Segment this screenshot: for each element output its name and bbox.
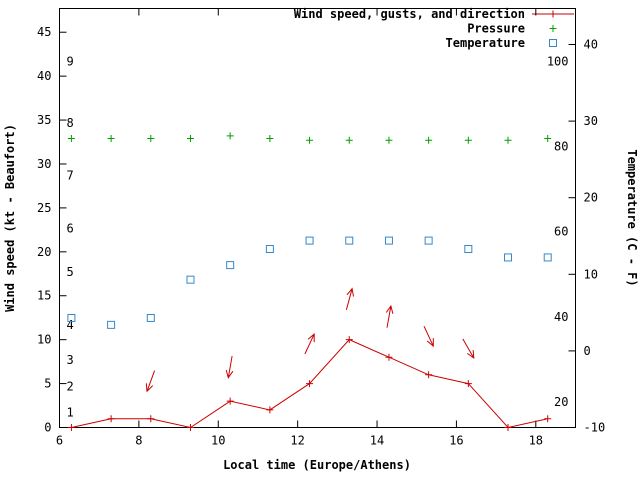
y-right-tick-label: -10 — [584, 421, 606, 435]
wind-direction-arrow — [423, 325, 434, 348]
wind-direction-arrow — [385, 304, 394, 328]
pressure-point — [107, 135, 115, 143]
pressure-point — [425, 136, 433, 144]
temperature-point — [265, 245, 274, 254]
y-left-axis-title: Wind speed (kt - Beaufort) — [3, 124, 17, 312]
fahrenheit-scale-label: 20 — [554, 395, 568, 409]
temperature-point — [67, 313, 76, 322]
wind-direction-arrow — [345, 287, 354, 311]
wind_speed-point — [385, 353, 393, 361]
temperature-point — [464, 245, 473, 254]
temperature-point — [146, 313, 155, 322]
x-tick-label: 12 — [290, 434, 304, 448]
wind_speed-point — [464, 380, 472, 388]
wind_speed-point — [504, 424, 512, 431]
temperature-point — [107, 320, 116, 329]
pressure-point — [385, 136, 393, 144]
temperature-point — [226, 261, 235, 270]
y-left-tick-label: 45 — [37, 25, 51, 39]
temperature-point — [504, 253, 513, 262]
y-right-tick-label: 0 — [584, 344, 591, 358]
x-tick-label: 10 — [211, 434, 225, 448]
plot-area: 6 8 10 12 14 16 18051015202530354045-100102030… — [37, 8, 606, 448]
legend-samples — [532, 10, 574, 47]
beaufort-scale-label: 5 — [67, 265, 74, 279]
y-right-tick-label: 20 — [584, 191, 598, 205]
temperature-point — [384, 236, 393, 245]
wind-direction-arrow — [462, 338, 475, 360]
y-right-tick-label: 10 — [584, 267, 598, 281]
fahrenheit-scale-label: 40 — [554, 310, 568, 324]
x-axis-title: Local time (Europe/Athens) — [223, 458, 411, 472]
y-left-tick-label: 40 — [37, 69, 51, 83]
y-left-tick-label: 0 — [44, 421, 51, 435]
y-left-tick-label: 5 — [44, 377, 51, 391]
pressure-point — [266, 135, 274, 143]
y-left-tick-label: 20 — [37, 245, 51, 259]
temperature-point — [186, 275, 195, 284]
legend: Wind speed, gusts, and direction Pressur… — [294, 7, 574, 50]
beaufort-scale-label: 1 — [67, 406, 74, 420]
wind_speed-point — [306, 380, 314, 388]
beaufort-scale-label: 2 — [67, 379, 74, 393]
fahrenheit-scale-label: 80 — [554, 139, 568, 153]
beaufort-scale-label: 6 — [67, 221, 74, 235]
pressure-point — [544, 135, 552, 143]
x-tick-label: 8 — [135, 434, 142, 448]
wind_speed-point — [67, 424, 75, 431]
y-left-tick-label: 30 — [37, 157, 51, 171]
pressure-point — [504, 136, 512, 144]
legend-label-pressure: Pressure — [467, 22, 525, 36]
x-tick-label: 14 — [370, 434, 384, 448]
wind_speed-point — [147, 415, 155, 423]
y-left-tick-label: 15 — [37, 289, 51, 303]
pressure-point — [345, 136, 353, 144]
wind_speed-point — [186, 424, 194, 431]
temperature-point — [543, 253, 552, 262]
plot-border — [59, 8, 576, 428]
beaufort-scale-label: 3 — [67, 353, 74, 367]
fahrenheit-scale-label: 100 — [547, 54, 569, 68]
temperature-point — [305, 236, 314, 245]
wind-direction-arrow — [225, 356, 234, 379]
fahrenheit-scale-label: 60 — [554, 224, 568, 238]
y-left-tick-label: 10 — [37, 333, 51, 347]
pressure-point — [67, 135, 75, 143]
legend-sample-wind-marker — [549, 10, 557, 18]
y-right-tick-label: 30 — [584, 114, 598, 128]
legend-sample-temperature-marker — [549, 39, 557, 47]
wind_speed-point — [425, 371, 433, 379]
y-right-tick-label: 40 — [584, 38, 598, 52]
pressure-point — [186, 135, 194, 143]
x-tick-label: 16 — [449, 434, 463, 448]
legend-sample-pressure-marker — [549, 25, 557, 32]
wind_speed-point — [266, 406, 274, 414]
x-tick-label: 18 — [529, 434, 543, 448]
pressure-point — [464, 136, 472, 144]
y-right-axis-title: Temperature (C - F) — [625, 149, 639, 286]
pressure-point — [226, 132, 234, 140]
temperature-point — [424, 236, 433, 245]
beaufort-scale-label: 7 — [67, 169, 74, 183]
wind_speed-point — [544, 415, 552, 423]
beaufort-scale-label: 4 — [67, 318, 74, 332]
wind-direction-arrow — [304, 333, 315, 355]
pressure-point — [147, 135, 155, 143]
wind_speed-point — [345, 336, 353, 344]
y-left-tick-label: 35 — [37, 113, 51, 127]
wind-direction-arrow — [145, 370, 156, 393]
wind_speed-point — [226, 397, 234, 405]
pressure-point — [306, 136, 314, 144]
temperature-point — [345, 236, 354, 245]
x-tick-label: 6 — [56, 434, 63, 448]
legend-label-wind-speed: Wind speed, gusts, and direction — [294, 7, 525, 21]
beaufort-scale-label: 9 — [67, 54, 74, 68]
wind_speed-point — [107, 415, 115, 423]
legend-label-temperature: Temperature — [446, 36, 525, 50]
y-left-tick-label: 25 — [37, 201, 51, 215]
beaufort-scale-label: 8 — [67, 116, 74, 130]
